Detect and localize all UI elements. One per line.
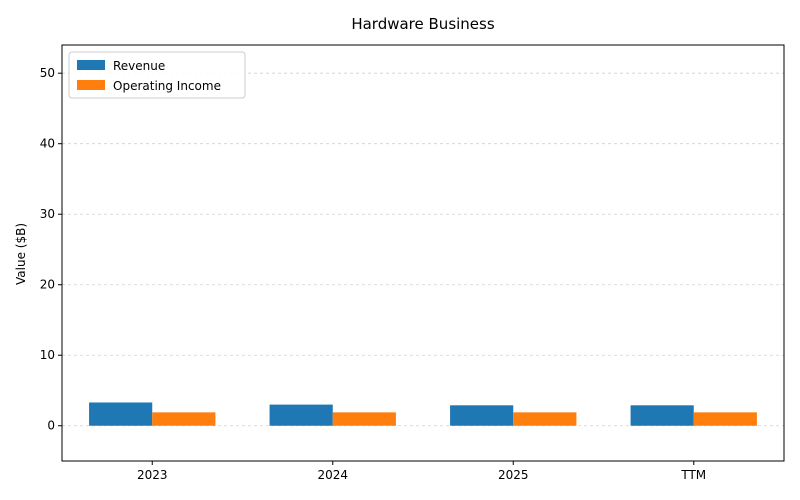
operating-income-bar: [332, 412, 396, 426]
operating-income-bar: [513, 412, 577, 426]
y-tick-label: 0: [47, 419, 55, 433]
revenue-bar: [269, 404, 333, 426]
revenue-bar: [89, 402, 153, 426]
legend-label: Operating Income: [113, 79, 221, 93]
legend-box: [68, 51, 246, 99]
operating-income-bar: [152, 412, 216, 426]
y-axis-label: Value ($B): [14, 223, 28, 285]
legend: Revenue Operating Income: [68, 51, 246, 99]
x-tick-label: 2023: [137, 468, 168, 482]
y-tick-label: 50: [40, 66, 55, 80]
axis-ticks: 0 10 20 30 40 50 2023 2024 2025 TTM: [40, 66, 706, 482]
x-tick-label: 2024: [317, 468, 348, 482]
operating-income-bar: [693, 412, 757, 426]
y-tick-label: 30: [40, 207, 55, 221]
y-tick-label: 10: [40, 348, 55, 362]
grid-lines: [62, 72, 784, 427]
y-tick-label: 40: [40, 137, 55, 151]
bars: [89, 402, 757, 426]
legend-swatch: [77, 60, 105, 70]
x-tick-label: 2025: [498, 468, 529, 482]
revenue-bar: [630, 405, 694, 426]
legend-label: Revenue: [113, 59, 165, 73]
chart-title: Hardware Business: [351, 15, 495, 33]
plot-frame: [61, 44, 785, 462]
y-tick-label: 20: [40, 278, 55, 292]
legend-swatch: [77, 80, 105, 90]
x-tick-label: TTM: [680, 468, 706, 482]
revenue-bar: [450, 405, 514, 426]
